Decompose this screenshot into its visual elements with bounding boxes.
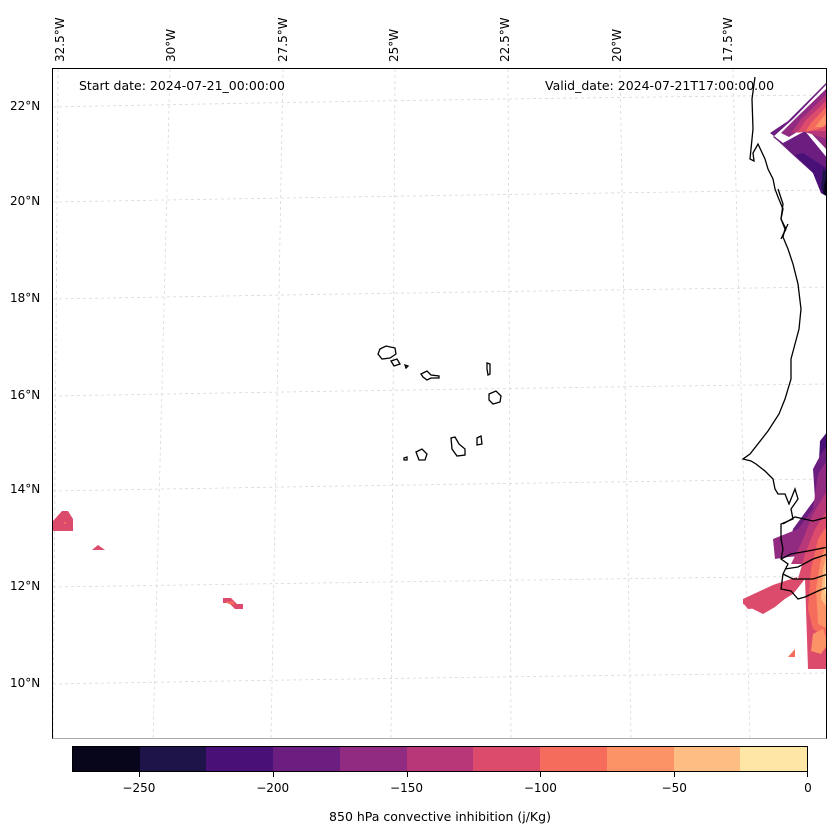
coastline-mauritania-senegal [741, 76, 826, 600]
lat-label-18n: 18°N [10, 291, 41, 305]
coastline-lagoon [777, 188, 789, 240]
cin-region-north [770, 83, 826, 196]
lon-label-20w: 20°W [610, 28, 624, 62]
gridline-lat-18n [53, 286, 826, 300]
cin-contour [743, 577, 797, 614]
lat-label-10n: 10°N [10, 676, 41, 690]
cin-contour [811, 629, 826, 654]
colorbar-segment [206, 747, 274, 771]
colorbar-segment [540, 747, 607, 771]
island-sao-vicente [390, 358, 401, 367]
gridlines [53, 69, 826, 738]
colorbar-tick [272, 772, 274, 777]
cin-contour [788, 649, 795, 657]
gridline-lon-22-5w [507, 69, 512, 738]
colorbar-tick-label: −50 [661, 781, 687, 795]
map-canvas [53, 69, 826, 738]
border-senegal-mauritania [782, 516, 826, 525]
cin-region-south [743, 433, 826, 669]
valid-date-label: Valid_date: 2024-07-21T17:00:00.00 [545, 78, 775, 93]
gridline-lat-10n [53, 672, 826, 685]
gridline-lon-30w [152, 69, 171, 738]
colorbar-segment [139, 747, 207, 771]
colorbar-tick [138, 772, 140, 777]
colorbar-tick-label: −150 [390, 781, 424, 795]
colorbar-title: 850 hPa convective inhibition (j/Kg) [329, 809, 551, 824]
cin-contour [816, 544, 826, 628]
colorbar [72, 746, 808, 772]
colorbar-segment [606, 747, 674, 771]
lat-label-20n: 20°N [10, 194, 41, 208]
lat-label-14n: 14°N [10, 482, 41, 496]
lon-label-32-5w: 32.5°W [53, 17, 67, 62]
colorbar-tick [674, 772, 676, 777]
cin-patch-32-5w [53, 511, 73, 531]
border-guinea-bissau [782, 573, 826, 580]
island-sal [486, 362, 491, 376]
island-santiago [450, 436, 466, 457]
gridline-lat-22n [53, 94, 826, 108]
island-santa-luzia [403, 363, 410, 370]
colorbar-segment [740, 747, 808, 771]
colorbar-segment [339, 747, 407, 771]
colorbar-tick-label: 0 [804, 781, 812, 795]
gridline-lat-14n [53, 478, 826, 492]
gridline-lat-12n [53, 575, 826, 588]
cin-patch-28w-core [225, 601, 235, 605]
cin-contour [795, 153, 826, 196]
colorbar-tick [406, 772, 408, 777]
lon-label-17-5w: 17.5°W [721, 17, 735, 62]
cin-contour [823, 180, 826, 196]
start-date-label: Start date: 2024-07-21_00:00:00 [79, 78, 285, 93]
lon-label-22-5w: 22.5°W [498, 17, 512, 62]
lon-label-25w: 25°W [387, 28, 401, 62]
gridline-lon-17-5w [732, 69, 751, 738]
colorbar-segment [73, 747, 140, 771]
island-fogo [415, 448, 428, 461]
island-sao-nicolau [420, 370, 440, 381]
island-santo-antao [377, 345, 397, 360]
colorbar-tick-label: −200 [256, 781, 290, 795]
gridline-lon-25w [390, 69, 396, 738]
island-boavista [488, 390, 502, 405]
colorbar-segment [406, 747, 474, 771]
border-gambia-north [780, 546, 826, 560]
colorbar-segment [673, 747, 741, 771]
colorbar-segment [273, 747, 340, 771]
lat-label-16n: 16°N [10, 388, 41, 402]
gridline-lon-20w [619, 69, 632, 738]
lon-label-27-5w: 27.5°W [276, 17, 290, 62]
island-brava [403, 456, 408, 461]
cin-patch-31w [92, 545, 105, 550]
map-plot-area[interactable] [52, 68, 827, 739]
colorbar-tick [807, 772, 808, 777]
cin-contour [821, 557, 826, 607]
lat-label-22n: 22°N [10, 99, 41, 113]
colorbar-tick-label: −100 [523, 781, 557, 795]
lat-label-12n: 12°N [10, 579, 41, 593]
colorbar-tick-label: −250 [122, 781, 156, 795]
gridline-lon-27-5w [270, 69, 284, 738]
coastlines [741, 76, 826, 600]
gridline-lon-32-5w [53, 69, 59, 738]
colorbar-segment [473, 747, 541, 771]
cape-verde-islands [377, 345, 502, 461]
gridline-lat-20n [53, 189, 826, 203]
cin-patch-32-5w-core [64, 522, 66, 524]
gridline-lat-16n [53, 383, 826, 397]
border-gambia-south [784, 553, 826, 570]
colorbar-tick [540, 772, 542, 777]
island-maio [476, 435, 483, 446]
cin-patches-west [53, 511, 243, 609]
lon-label-30w: 30°W [164, 28, 178, 62]
